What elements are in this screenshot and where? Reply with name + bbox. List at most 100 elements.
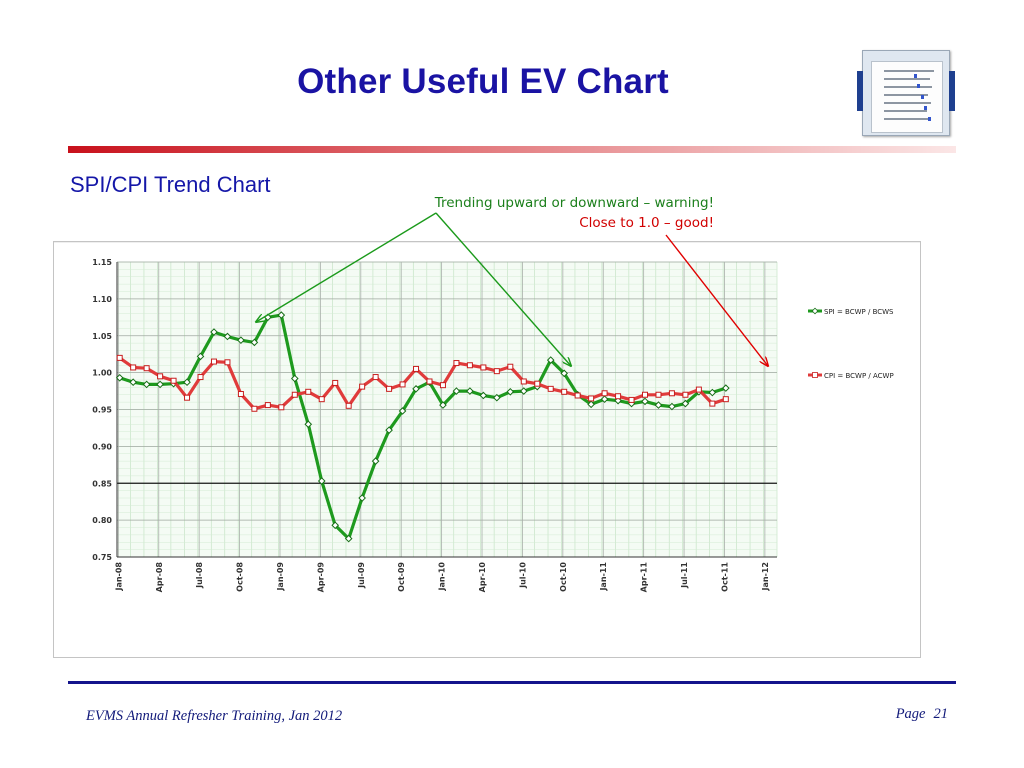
spi-data-point <box>331 521 340 530</box>
page-number: 21 <box>933 706 949 722</box>
y-tick-label: 1.00 <box>92 369 112 378</box>
spi-data-point <box>506 387 515 396</box>
cpi-data-point <box>601 390 608 397</box>
cpi-data-point <box>534 380 541 387</box>
spi-data-point <box>290 374 299 383</box>
x-tick-label: Jul-08 <box>195 562 204 589</box>
x-tick-label: Jul-09 <box>357 562 366 589</box>
spi-data-point <box>546 356 555 364</box>
spi-data-point <box>560 369 569 378</box>
cpi-data-point <box>305 388 312 395</box>
spi-data-point <box>142 380 151 389</box>
y-tick-label: 1.05 <box>92 332 112 341</box>
spi-data-point <box>466 387 474 395</box>
spreadsheet-thumbnail-icon <box>857 50 955 136</box>
cpi-data-point <box>709 400 716 407</box>
spi-data-point <box>587 400 595 409</box>
cpi-data-point <box>157 373 164 380</box>
spi-data-point <box>519 387 528 395</box>
cpi-data-point <box>318 396 325 403</box>
cpi-data-point <box>439 382 446 389</box>
y-tick-label: 0.80 <box>92 516 112 525</box>
spi-data-point <box>210 328 218 336</box>
cpi-data-point <box>426 378 433 385</box>
warning-arrow-left <box>256 212 437 322</box>
spi-data-point <box>721 384 730 392</box>
cpi-legend-label: CPI = BCWP / ACWP <box>824 372 894 380</box>
title-divider <box>68 146 956 153</box>
page-indicator: Page 21 <box>888 706 948 723</box>
cpi-data-point <box>574 392 581 399</box>
x-tick-label: Apr-11 <box>640 562 649 593</box>
cpi-data-point <box>507 363 514 370</box>
cpi-data-point <box>197 374 204 381</box>
spi-data-point <box>412 385 420 393</box>
cpi-legend-marker <box>812 372 818 378</box>
cpi-data-point <box>655 391 662 398</box>
page-label: Page <box>895 706 926 722</box>
x-tick-label: Jul-11 <box>680 562 689 589</box>
spi-series-line <box>119 313 727 541</box>
spi-data-point <box>344 534 353 543</box>
cpi-data-point <box>628 396 635 403</box>
x-tick-label: Oct-08 <box>236 562 245 592</box>
cpi-data-point <box>143 365 150 372</box>
spi-data-point <box>196 352 205 361</box>
y-tick-label: 0.85 <box>92 479 112 488</box>
spi-data-point <box>317 477 326 485</box>
cpi-data-point <box>722 396 729 403</box>
spi-data-point <box>641 397 649 406</box>
cpi-data-point <box>372 374 379 381</box>
y-tick-label: 0.90 <box>92 442 112 451</box>
spi-data-point <box>223 332 232 341</box>
x-tick-label: Apr-10 <box>478 562 487 593</box>
cpi-data-point <box>184 394 191 401</box>
y-tick-label: 0.95 <box>92 406 112 415</box>
x-tick-label: Jan-10 <box>438 562 447 592</box>
spi-data-point <box>183 378 191 387</box>
cpi-series-line <box>118 356 727 411</box>
cpi-data-point <box>278 404 285 411</box>
cpi-data-point <box>116 354 123 361</box>
cpi-data-point <box>480 364 487 371</box>
x-tick-label: Oct-09 <box>397 562 406 592</box>
cpi-data-point <box>386 385 393 392</box>
cpi-data-point <box>332 379 339 386</box>
cpi-data-point <box>130 364 137 371</box>
spi-legend-marker <box>811 307 819 315</box>
footer-divider <box>68 681 956 684</box>
close-good-annotation: Close to 1.0 – good! <box>579 215 714 231</box>
cpi-data-point <box>520 378 527 385</box>
cpi-data-point <box>359 383 366 390</box>
cpi-data-point <box>264 402 271 409</box>
x-tick-label: Jul-10 <box>518 562 527 589</box>
spi-legend-label: SPI = BCWP / BCWS <box>824 308 894 316</box>
cpi-data-point <box>453 360 460 367</box>
x-tick-label: Jan-09 <box>276 562 285 592</box>
cpi-data-point <box>547 385 554 392</box>
cpi-data-point <box>345 402 352 409</box>
spi-data-point <box>668 402 676 411</box>
spi-data-point <box>371 457 380 465</box>
cpi-data-point <box>682 391 689 398</box>
cpi-data-point <box>291 391 298 398</box>
slide-subtitle: SPI/CPI Trend Chart <box>70 172 271 197</box>
cpi-data-point <box>251 405 258 412</box>
cpi-data-point <box>615 393 622 400</box>
spi-data-point <box>479 391 488 400</box>
cpi-data-point <box>466 362 473 369</box>
x-tick-label: Apr-08 <box>155 562 164 593</box>
cpi-data-point <box>210 358 217 365</box>
x-tick-label: Oct-10 <box>559 562 568 592</box>
x-tick-label: Oct-11 <box>720 562 729 592</box>
spi-data-point <box>452 387 461 395</box>
spi-data-point <box>600 395 609 403</box>
cpi-data-point <box>399 381 406 388</box>
footer-text: EVMS Annual Refresher Training, Jan 2012 <box>86 708 343 724</box>
spi-data-point <box>385 426 393 434</box>
spi-data-point <box>277 311 286 319</box>
spi-data-point <box>654 401 663 409</box>
x-tick-label: Jan-12 <box>761 562 770 592</box>
cpi-data-point <box>493 368 500 375</box>
cpi-data-point <box>170 377 177 384</box>
